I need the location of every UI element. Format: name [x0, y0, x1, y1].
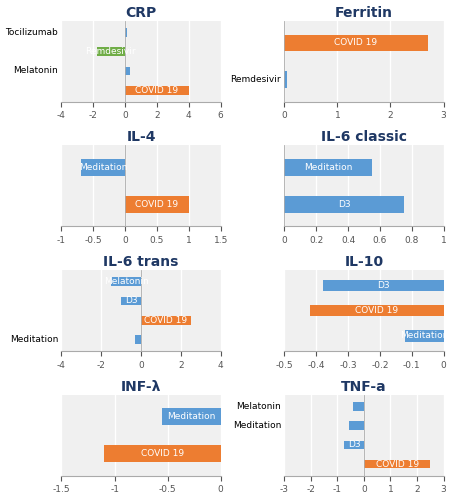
Bar: [349, 421, 363, 430]
Bar: [405, 330, 442, 342]
Bar: [125, 196, 189, 212]
Text: Meditation: Meditation: [303, 163, 351, 172]
Bar: [363, 460, 429, 468]
Title: IL-4: IL-4: [126, 130, 156, 144]
Bar: [322, 280, 442, 291]
Bar: [125, 86, 189, 94]
Bar: [353, 402, 363, 410]
Text: Meditation: Meditation: [167, 412, 215, 422]
Text: Melatonin: Melatonin: [236, 402, 281, 411]
Text: COVID 19: COVID 19: [144, 316, 187, 324]
Bar: [284, 196, 403, 212]
Bar: [284, 159, 371, 176]
Bar: [141, 316, 190, 324]
Title: TNF-a: TNF-a: [341, 380, 386, 394]
Text: Melatonin: Melatonin: [14, 66, 58, 76]
Text: D3: D3: [347, 440, 359, 450]
Text: Meditation: Meditation: [232, 421, 281, 430]
Bar: [343, 440, 363, 449]
Text: Meditation: Meditation: [10, 335, 58, 344]
Bar: [309, 305, 442, 316]
Text: COVID 19: COVID 19: [140, 449, 184, 458]
Bar: [104, 446, 220, 462]
Title: INF-λ: INF-λ: [121, 380, 161, 394]
Text: COVID 19: COVID 19: [334, 38, 377, 48]
Title: Ferritin: Ferritin: [334, 6, 392, 20]
Text: COVID 19: COVID 19: [354, 306, 397, 315]
Bar: [97, 48, 125, 56]
Title: CRP: CRP: [125, 6, 156, 20]
Text: COVID 19: COVID 19: [375, 460, 418, 468]
Text: Meditation: Meditation: [78, 163, 127, 172]
Bar: [125, 28, 126, 36]
Text: D3: D3: [124, 296, 137, 306]
Bar: [111, 278, 141, 286]
Bar: [284, 72, 286, 88]
Bar: [121, 296, 141, 305]
Bar: [162, 408, 220, 425]
Bar: [284, 34, 427, 51]
Title: IL-6 classic: IL-6 classic: [320, 130, 406, 144]
Bar: [125, 66, 130, 75]
Title: IL-10: IL-10: [344, 255, 382, 269]
Bar: [135, 335, 141, 344]
Text: D3: D3: [376, 280, 388, 289]
Text: D3: D3: [337, 200, 350, 209]
Text: Melatonin: Melatonin: [104, 277, 148, 286]
Text: Tocilizumab: Tocilizumab: [5, 28, 58, 37]
Text: Remdesivir: Remdesivir: [85, 47, 136, 56]
Title: IL-6 trans: IL-6 trans: [103, 255, 179, 269]
Text: COVID 19: COVID 19: [135, 86, 178, 94]
Text: Meditation: Meditation: [400, 332, 448, 340]
Text: Remdesivir: Remdesivir: [230, 75, 281, 84]
Bar: [80, 159, 125, 176]
Text: COVID 19: COVID 19: [135, 200, 178, 209]
